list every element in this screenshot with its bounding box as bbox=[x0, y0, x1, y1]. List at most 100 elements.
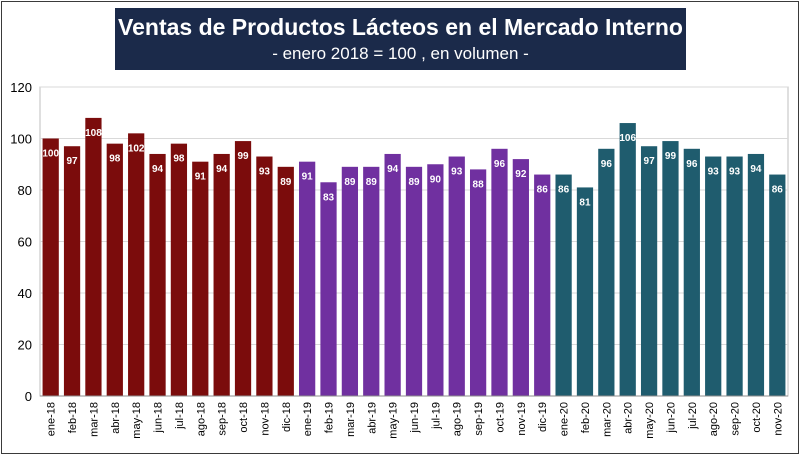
y-tick-label: 120 bbox=[10, 80, 32, 95]
x-tick-label: may-20 bbox=[644, 402, 656, 439]
x-tick-label: nov-20 bbox=[772, 402, 784, 436]
y-tick-label: 80 bbox=[18, 183, 32, 198]
x-tick-label: oct-18 bbox=[238, 402, 250, 433]
x-tick-label: abr-18 bbox=[110, 402, 122, 434]
x-tick-label: mar-18 bbox=[88, 402, 100, 437]
bar bbox=[106, 143, 123, 396]
data-label: 96 bbox=[686, 159, 698, 170]
x-tick-label: nov-18 bbox=[259, 402, 271, 436]
bar bbox=[277, 166, 294, 396]
bar bbox=[491, 148, 508, 396]
x-tick-label: oct-19 bbox=[494, 402, 506, 433]
x-tick-label: abr-19 bbox=[366, 402, 378, 434]
data-label: 94 bbox=[216, 164, 228, 175]
bar bbox=[128, 133, 145, 396]
data-label: 98 bbox=[109, 154, 121, 165]
x-tick-label: jun-20 bbox=[665, 402, 677, 434]
data-label: 81 bbox=[579, 197, 591, 208]
bar bbox=[320, 182, 337, 396]
bar bbox=[213, 153, 230, 396]
x-tick-label: may-18 bbox=[131, 402, 143, 439]
data-label: 93 bbox=[259, 167, 271, 178]
bar bbox=[469, 169, 487, 396]
data-label: 93 bbox=[729, 167, 741, 178]
data-label: 99 bbox=[237, 151, 249, 162]
y-tick-label: 0 bbox=[25, 389, 32, 404]
data-label: 86 bbox=[772, 185, 784, 196]
bar bbox=[705, 156, 722, 396]
y-tick-label: 40 bbox=[18, 286, 32, 301]
bar bbox=[363, 166, 380, 396]
data-label: 86 bbox=[558, 185, 570, 196]
bar bbox=[384, 153, 401, 396]
x-tick-label: jul-19 bbox=[430, 402, 442, 430]
chart-title: Ventas de Productos Lácteos en el Mercad… bbox=[118, 14, 683, 40]
data-label: 89 bbox=[408, 177, 420, 188]
bar bbox=[192, 161, 209, 396]
data-label: 88 bbox=[473, 179, 485, 190]
x-tick-label: sep-19 bbox=[473, 402, 485, 436]
data-label: 89 bbox=[344, 177, 356, 188]
data-label: 108 bbox=[85, 128, 102, 139]
data-label: 106 bbox=[619, 133, 636, 144]
bar bbox=[63, 146, 81, 396]
data-label: 90 bbox=[430, 174, 442, 185]
bar bbox=[341, 166, 359, 396]
x-tick-label: ene-18 bbox=[46, 402, 58, 436]
x-tick-label: sep-18 bbox=[217, 402, 229, 436]
data-label: 94 bbox=[750, 164, 762, 175]
data-label: 97 bbox=[644, 156, 656, 167]
bar bbox=[726, 156, 743, 396]
x-tick-label: abr-20 bbox=[623, 402, 635, 434]
x-tick-label: feb-18 bbox=[67, 402, 79, 433]
y-tick-label: 20 bbox=[18, 338, 32, 353]
data-label: 92 bbox=[515, 169, 527, 180]
x-tick-label: dic-19 bbox=[537, 402, 549, 432]
data-label: 91 bbox=[302, 172, 314, 183]
x-tick-label: oct-20 bbox=[751, 402, 763, 433]
data-label: 89 bbox=[366, 177, 378, 188]
bar bbox=[555, 174, 572, 396]
x-tick-label: mar-19 bbox=[345, 402, 357, 437]
x-tick-label: jun-18 bbox=[153, 402, 165, 434]
data-label: 99 bbox=[665, 151, 677, 162]
bar bbox=[747, 153, 765, 396]
bar bbox=[149, 153, 166, 396]
x-tick-label: jul-20 bbox=[687, 402, 699, 430]
x-tick-label: sep-20 bbox=[730, 402, 742, 436]
bar bbox=[598, 148, 615, 396]
data-label: 100 bbox=[42, 149, 59, 160]
bar bbox=[769, 174, 786, 396]
x-tick-label: feb-20 bbox=[580, 402, 592, 433]
bar bbox=[256, 156, 273, 396]
x-tick-label: ene-20 bbox=[559, 402, 571, 436]
y-tick-label: 60 bbox=[18, 235, 32, 250]
bar bbox=[512, 159, 529, 396]
x-tick-label: jul-18 bbox=[174, 402, 186, 430]
chart-subtitle: - enero 2018 = 100 , en volumen - bbox=[272, 44, 529, 63]
data-label: 102 bbox=[128, 143, 145, 154]
data-label: 96 bbox=[601, 159, 613, 170]
x-tick-label: ago-20 bbox=[708, 402, 720, 436]
bar bbox=[576, 187, 594, 396]
x-tick-label: nov-19 bbox=[516, 402, 528, 436]
x-tick-label: ene-19 bbox=[302, 402, 314, 436]
data-label: 97 bbox=[66, 156, 78, 167]
data-label: 89 bbox=[280, 177, 292, 188]
bar bbox=[662, 141, 679, 396]
data-label: 98 bbox=[173, 154, 185, 165]
data-label: 83 bbox=[323, 192, 335, 203]
data-label: 94 bbox=[152, 164, 164, 175]
bar bbox=[448, 156, 465, 396]
bar bbox=[427, 164, 444, 396]
x-tick-label: ago-19 bbox=[452, 402, 464, 436]
bar bbox=[42, 138, 59, 396]
y-tick-label: 100 bbox=[10, 132, 32, 147]
data-label: 91 bbox=[195, 172, 207, 183]
x-tick-label: jun-19 bbox=[409, 402, 421, 434]
data-label: 93 bbox=[451, 167, 463, 178]
bar bbox=[170, 143, 188, 396]
x-tick-label: feb-19 bbox=[324, 402, 336, 433]
bar bbox=[234, 141, 252, 396]
